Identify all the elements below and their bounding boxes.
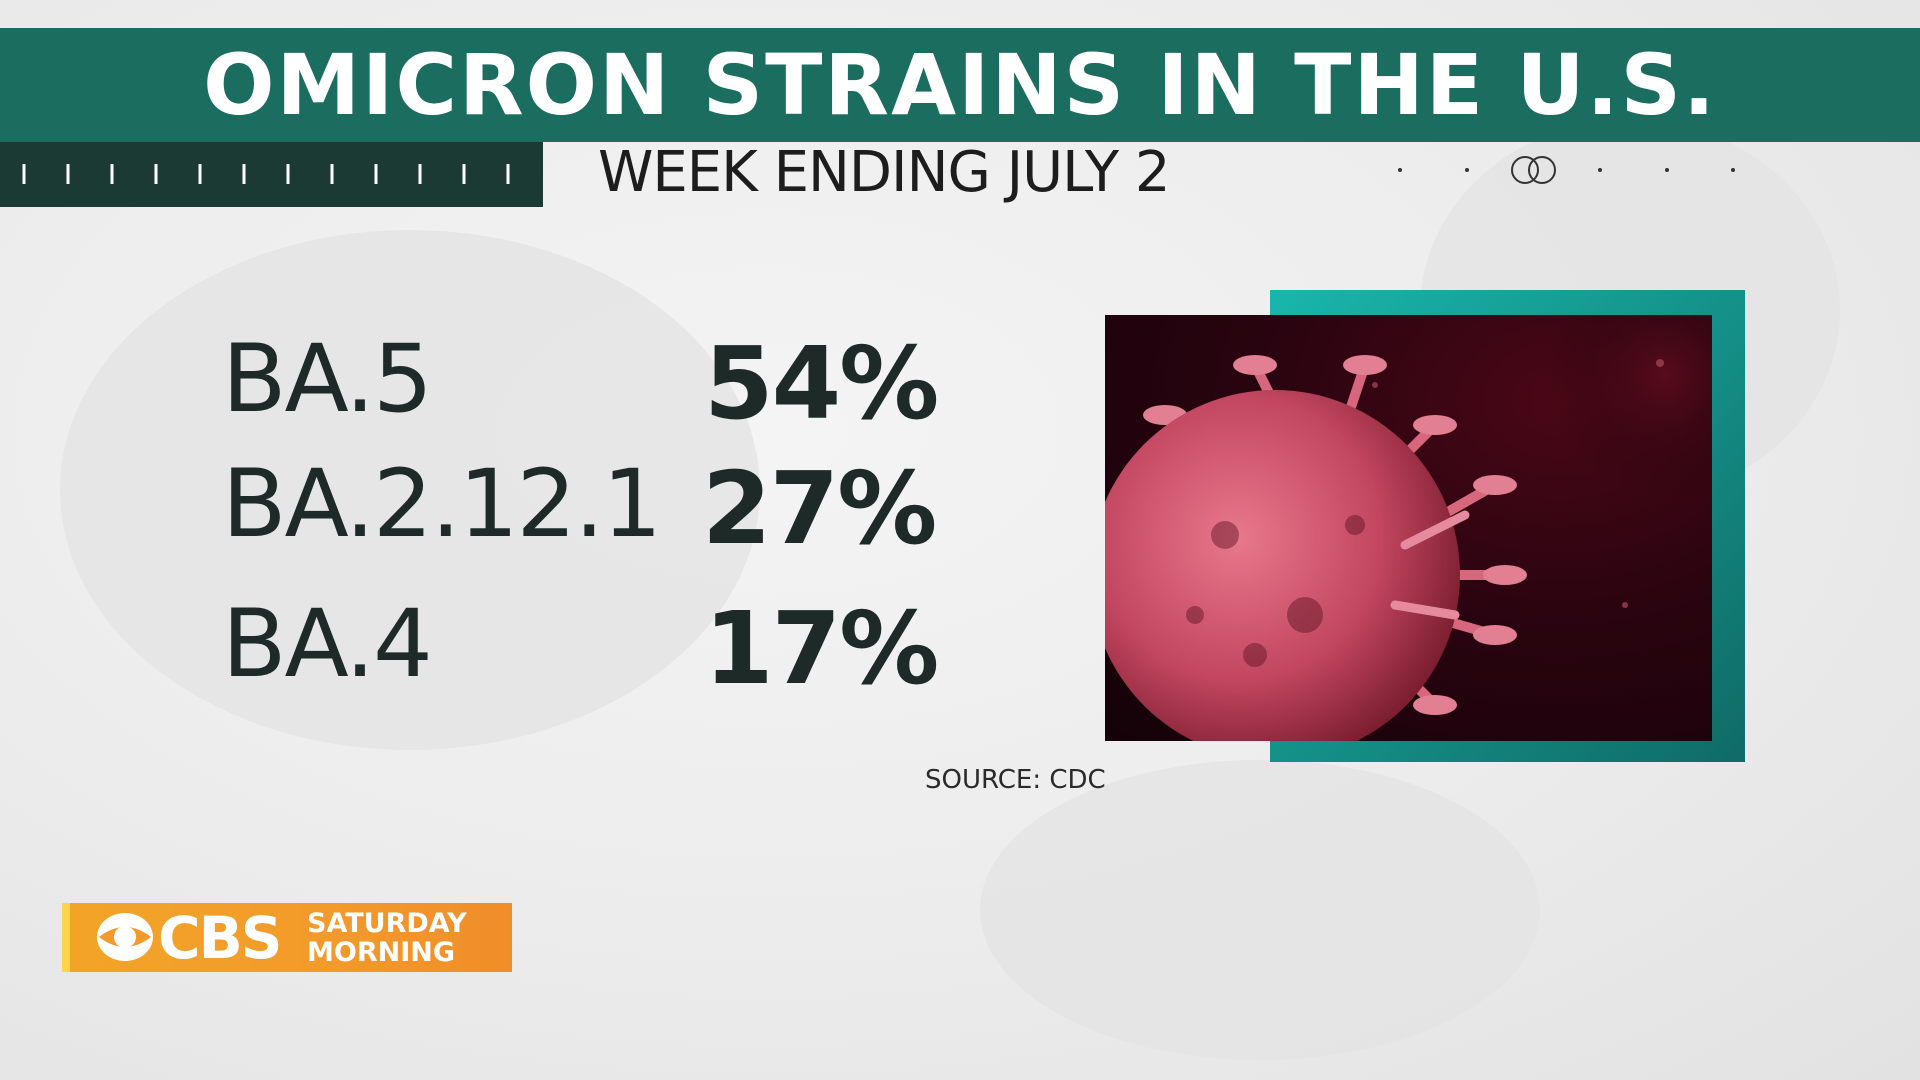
- logo-cbs-mark: CBS: [158, 904, 283, 972]
- strain-name: BA.4: [222, 590, 433, 699]
- logo-line-1: SATURDAY: [307, 908, 467, 939]
- cbs-saturday-morning-logo: CBS SATURDAY MORNING: [62, 903, 512, 972]
- source-label: SOURCE: CDC: [925, 765, 1106, 795]
- page-title: OMICRON STRAINS IN THE U.S.: [203, 36, 1717, 134]
- strain-name: BA.5: [222, 325, 433, 434]
- strain-percent: 54%: [704, 325, 939, 442]
- virus-icon: [1105, 315, 1712, 741]
- cbs-eye-icon: [97, 913, 153, 961]
- logo-program-name: SATURDAY MORNING: [307, 909, 467, 967]
- strain-percent: 27%: [702, 450, 937, 567]
- background-map-shape: [60, 230, 760, 750]
- tick-marks-graphic: [22, 164, 510, 184]
- background-map-shape: [980, 760, 1540, 1060]
- title-banner: OMICRON STRAINS IN THE U.S.: [0, 28, 1920, 142]
- tick-bar: [0, 142, 543, 207]
- strain-name: BA.2.12.1: [222, 450, 662, 559]
- decorative-dots-graphic: [1398, 156, 1735, 184]
- logo-line-2: MORNING: [307, 937, 456, 968]
- strain-percent: 17%: [704, 590, 939, 707]
- subtitle: WEEK ENDING JULY 2: [598, 140, 1171, 205]
- virus-image: [1105, 315, 1712, 741]
- logo-stripe: [62, 903, 70, 972]
